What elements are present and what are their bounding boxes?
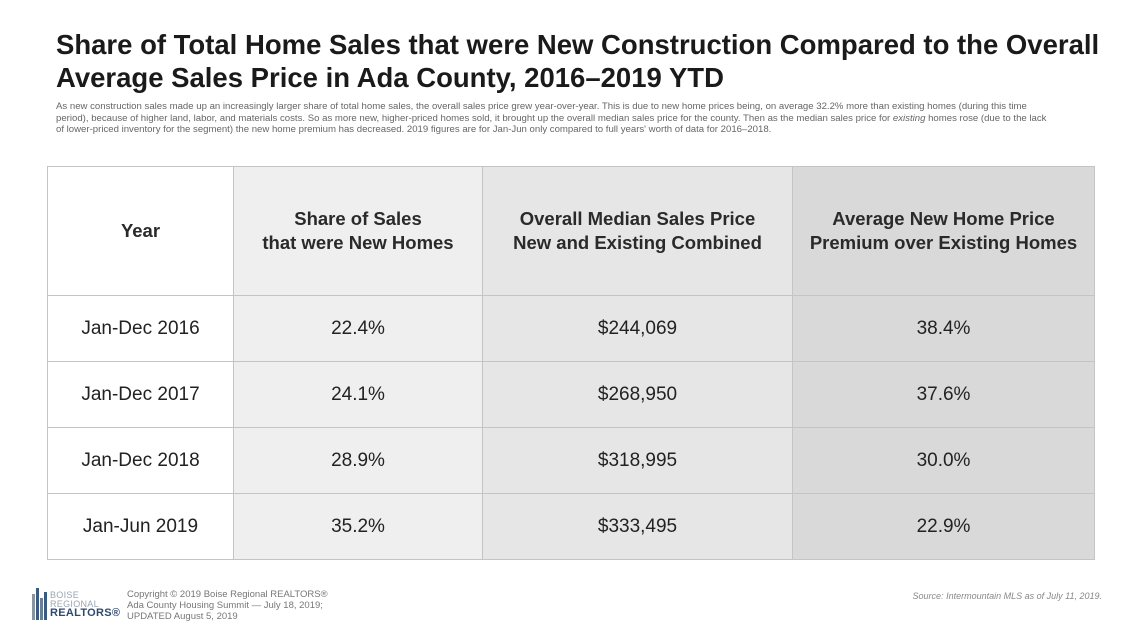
column-header: Overall Median Sales Price New and Existi… bbox=[482, 166, 793, 296]
table-cell: $244,069 bbox=[482, 295, 793, 362]
copyright-line: UPDATED August 5, 2019 bbox=[127, 611, 238, 622]
table-cell: 35.2% bbox=[233, 493, 483, 560]
table-row: Jan-Jun 2019 35.2% $333,495 22.9% bbox=[47, 493, 1095, 560]
data-table: Year Share of Sales that were New Homes Ove… bbox=[47, 166, 1095, 560]
column-header-line: Share of Sales bbox=[294, 208, 422, 229]
logo-text: REALTORS® bbox=[50, 606, 121, 619]
logo: BOISE REGIONAL REALTORS® bbox=[32, 588, 120, 620]
table-cell: Jan-Jun 2019 bbox=[47, 493, 234, 560]
copyright: Copyright © 2019 Boise Regional REALTORS… bbox=[127, 589, 328, 622]
copyright-line: Ada County Housing Summit — July 18, 201… bbox=[127, 600, 323, 611]
table-cell: 38.4% bbox=[792, 295, 1095, 362]
table-cell: $318,995 bbox=[482, 427, 793, 494]
logo-text: BOISE bbox=[50, 589, 80, 600]
column-header-line: Average New Home Price bbox=[832, 208, 1055, 229]
subtitle-text: homes rose (due to the lack of lower-pri… bbox=[56, 112, 1047, 136]
table-cell: 24.1% bbox=[233, 361, 483, 428]
table-cell: 22.9% bbox=[792, 493, 1095, 560]
logo-text: REGIONAL bbox=[50, 598, 99, 609]
table-cell: Jan-Dec 2018 bbox=[47, 427, 234, 494]
table-row: Jan-Dec 2016 22.4% $244,069 38.4% bbox=[47, 295, 1095, 362]
column-header: Year bbox=[47, 166, 234, 296]
column-header-line: Overall Median Sales Price bbox=[519, 208, 756, 229]
table-cell: 37.6% bbox=[792, 361, 1095, 428]
column-header: Share of Sales that were New Homes bbox=[233, 166, 483, 296]
table-cell: 30.0% bbox=[792, 427, 1095, 494]
subtitle: As new construction sales made up an inc… bbox=[56, 101, 1056, 136]
source-note: Source: Intermountain MLS as of July 11,… bbox=[912, 591, 1102, 601]
column-header-line: Year bbox=[120, 220, 161, 241]
logo-bars-icon bbox=[32, 588, 47, 620]
subtitle-emphasis: existing bbox=[892, 112, 926, 124]
column-header-line: New and Existing Combined bbox=[513, 232, 762, 253]
copyright-line: Copyright © 2019 Boise Regional REALTORS… bbox=[127, 589, 328, 600]
table-row: Jan-Dec 2018 28.9% $318,995 30.0% bbox=[47, 427, 1095, 494]
table-cell: 28.9% bbox=[233, 427, 483, 494]
column-header-line: that were New Homes bbox=[262, 232, 454, 253]
table-cell: 22.4% bbox=[233, 295, 483, 362]
column-header-line: Premium over Existing Homes bbox=[809, 232, 1078, 253]
column-header: Average New Home Price Premium over Exist… bbox=[792, 166, 1095, 296]
page-title: Share of Total Home Sales that were New … bbox=[56, 29, 1100, 93]
table-row: Jan-Dec 2017 24.1% $268,950 37.6% bbox=[47, 361, 1095, 428]
subtitle-text: As new construction sales made up an inc… bbox=[56, 101, 1027, 124]
table-cell: $333,495 bbox=[482, 493, 793, 560]
table-cell: $268,950 bbox=[482, 361, 793, 428]
table-cell: Jan-Dec 2016 bbox=[47, 295, 234, 362]
table-cell: Jan-Dec 2017 bbox=[47, 361, 234, 428]
